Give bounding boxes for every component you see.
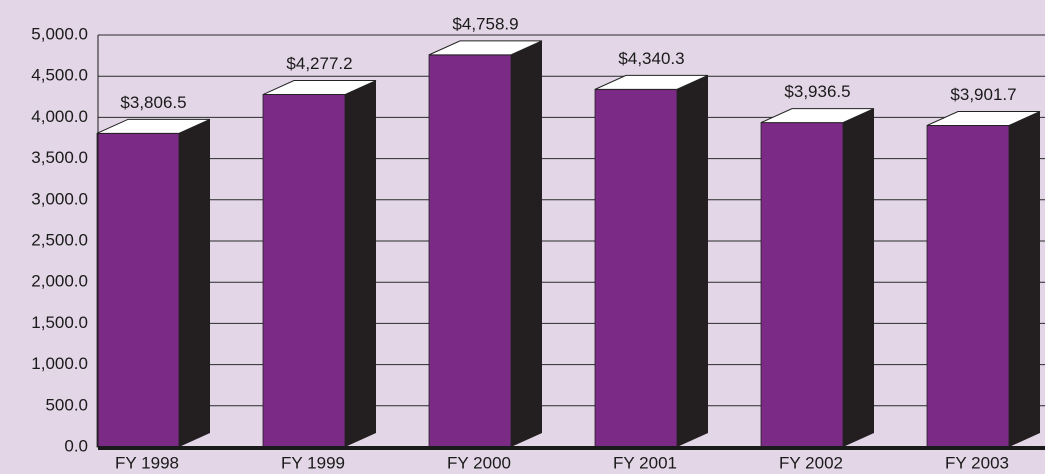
value-label: $4,340.3 [618,49,684,68]
bar [926,125,1010,448]
y-tick-label: 5,000.0 [31,24,88,43]
y-tick-label: 3,000.0 [31,189,88,208]
y-tick-label: 1,500.0 [31,313,88,332]
y-tick-label: 2,000.0 [31,272,88,291]
bar-side [179,119,210,448]
bar-top [760,108,875,124]
bar-side [843,108,874,448]
y-tick-label: 4,500.0 [31,66,88,85]
bar-top [96,118,211,134]
bar-top [594,74,709,90]
bar-side [1009,111,1040,447]
y-tick-label: 2,500.0 [31,230,88,249]
y-tick-label: 500.0 [45,395,88,414]
bar [760,122,844,448]
value-label: $3,806.5 [120,93,186,112]
bar [262,94,346,448]
bar-top [428,40,543,56]
bar-side [677,75,708,447]
bar-top [262,80,377,96]
bar [594,88,678,448]
y-tick-label: 3,500.0 [31,148,88,167]
value-label: $3,936.5 [784,82,850,101]
bar-side [345,80,376,448]
value-label: $4,758.9 [452,14,518,33]
bar [428,54,512,448]
x-tick-label: FY 1999 [281,453,345,472]
value-label: $3,901.7 [950,85,1016,104]
bar [96,132,180,448]
x-tick-label: FY 2003 [945,453,1009,472]
value-label: $4,277.2 [286,54,352,73]
y-tick-label: 4,000.0 [31,107,88,126]
y-tick-label: 1,000.0 [31,354,88,373]
x-tick-label: FY 2001 [613,453,677,472]
x-tick-label: FY 2000 [447,453,511,472]
x-tick-label: FY 2002 [779,453,843,472]
bar-side [511,40,542,447]
y-tick-label: 0.0 [64,436,88,455]
x-tick-label: FY 1998 [115,453,179,472]
bar-top [926,110,1041,126]
